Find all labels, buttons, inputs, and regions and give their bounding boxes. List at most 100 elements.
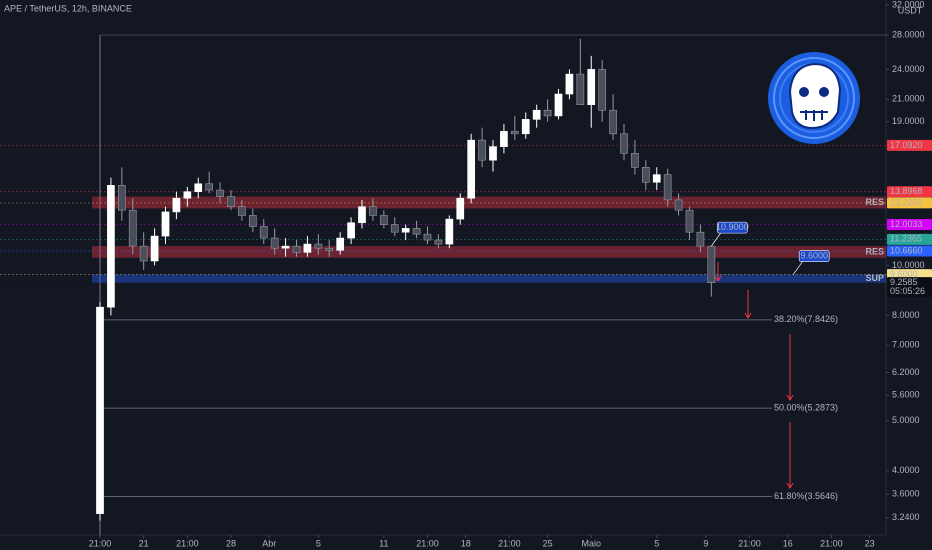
candle-body [401, 228, 410, 233]
y-tick-label: 8.0000 [892, 310, 920, 320]
x-tick-label: 28 [226, 538, 236, 548]
y-tick-label: 10.0000 [892, 260, 925, 270]
candle-body [478, 139, 486, 161]
candle-body [248, 215, 257, 227]
candle-body [543, 109, 552, 117]
candle-body [270, 237, 279, 249]
candle-body [259, 226, 268, 239]
candle-body [554, 93, 563, 117]
candle-body [587, 69, 596, 106]
candle-body [303, 243, 312, 253]
x-tick-label: 16 [783, 538, 793, 548]
candle-body [183, 191, 192, 199]
callout-box [798, 250, 830, 262]
candle-body [205, 183, 214, 191]
price-badge-label: 12.0033 [890, 219, 923, 229]
zone [92, 274, 886, 283]
candle-body [117, 185, 126, 211]
fib-label: 50.00%(5.2873) [774, 402, 838, 412]
callout-pointer [792, 260, 804, 275]
price-badge-label: 13.2202 [890, 197, 923, 207]
candle-body [227, 196, 235, 207]
chart-title: APE / TetherUS, 12h, BINANCE [4, 3, 132, 13]
x-tick-label: 23 [865, 538, 875, 548]
price-badge [887, 139, 932, 151]
candle-body [456, 197, 465, 220]
callout-pointer [711, 231, 722, 247]
callout-label: 9.6000 [800, 250, 828, 260]
candle-body [631, 153, 639, 168]
x-tick-label: Abr [262, 538, 276, 548]
candle-body [358, 206, 366, 224]
price-badge-sub: 05:05:26 [890, 286, 925, 296]
arrows [714, 262, 794, 489]
x-tick-label: 21:00 [738, 538, 761, 548]
price-badge [887, 245, 932, 257]
y-tick-label: 5.0000 [892, 415, 920, 425]
logo [768, 52, 860, 144]
x-tick-label: 21:00 [498, 538, 521, 548]
y-tick-label: 6.2000 [892, 367, 920, 377]
candle-body [652, 174, 661, 183]
candle-body [107, 185, 115, 308]
candle-body [707, 245, 716, 283]
candle-body [565, 73, 574, 95]
candle-body [641, 167, 650, 183]
fib-label: 61.80%(3.5646) [774, 491, 838, 501]
candle-body [500, 131, 508, 147]
y-tick-label: 19.0000 [892, 116, 925, 126]
candle-body [423, 233, 432, 241]
price-badge [887, 219, 932, 231]
callout-box [717, 221, 748, 234]
candle-body [194, 183, 203, 192]
x-tick-label: 21:00 [176, 538, 199, 548]
candle-body [609, 109, 617, 135]
x-tick-label: 5 [654, 538, 659, 548]
y-tick-label: 4.0000 [892, 465, 920, 475]
candle-body [685, 209, 694, 233]
y-tick-label: 5.6000 [892, 390, 920, 400]
x-tick-label: 9 [703, 538, 708, 548]
zone-label: RES [865, 197, 884, 207]
candle-body [96, 306, 104, 514]
y-tick-label: 24.0000 [892, 64, 925, 74]
y-tick-label: 21.0000 [892, 94, 925, 104]
zone [92, 246, 886, 258]
candle-body [292, 245, 301, 253]
candle-body [347, 222, 355, 239]
x-tick-label: 18 [461, 538, 471, 548]
x-tick-label: 21:00 [820, 538, 843, 548]
price-badge-label: 9.6000 [890, 269, 918, 279]
candle-body [620, 133, 628, 154]
candle-body [314, 243, 323, 249]
zone [92, 196, 886, 209]
candle-body [532, 109, 541, 120]
candle-body [216, 189, 224, 197]
candle-body [150, 235, 159, 262]
candle-body [325, 247, 334, 251]
price-badge-label: 9.2585 [890, 277, 918, 287]
candle-body [434, 239, 443, 245]
candle-body [576, 73, 585, 106]
candle-body [598, 69, 607, 111]
candle-body [281, 245, 290, 249]
callout-label: 10.9000 [716, 222, 749, 232]
y-tick-label: 7.0000 [892, 340, 920, 350]
candle-body [139, 245, 148, 262]
candle-body [412, 228, 421, 235]
zone-label: RES [865, 246, 884, 256]
candle-body [489, 146, 497, 161]
x-tick-label: 5 [316, 538, 321, 548]
fib-label: 38.20%(7.8426) [774, 314, 838, 324]
x-tick-label: 21:00 [416, 538, 439, 548]
candle-body [172, 197, 181, 213]
candle-body [445, 218, 454, 245]
x-tick-label: 21:00 [89, 538, 112, 548]
y-tick-label: 3.2400 [892, 512, 920, 522]
y-tick-label: 32.0000 [892, 0, 925, 9]
candle-body [521, 119, 530, 135]
y-tick-label: 28.0000 [892, 29, 925, 39]
